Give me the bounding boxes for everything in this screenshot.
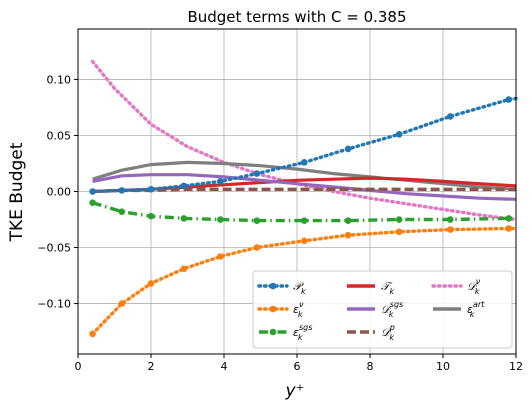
legend-label-4: 𝒟sgs k	[381, 300, 403, 319]
series-line-2	[92, 201, 516, 223]
series-point-2	[301, 217, 308, 224]
series-point-1	[89, 330, 96, 338]
legend-marker-0	[269, 282, 277, 290]
series-line-0	[90, 96, 518, 194]
series-point-2	[217, 216, 224, 223]
y-tick-label: 0.00	[47, 186, 72, 199]
series-point-1	[253, 244, 261, 251]
series-point-2	[180, 215, 188, 222]
x-tick-label: 12	[509, 360, 523, 373]
y-axis-label: TKE Budget	[7, 142, 27, 242]
legend-label-2: εsgs k	[293, 323, 312, 342]
x-tick-label: 8	[367, 360, 374, 373]
legend-box	[252, 270, 513, 349]
series-point-1	[447, 226, 454, 233]
chart-title: Budget terms with C = 0.385	[187, 8, 406, 26]
series-point-0	[147, 185, 155, 193]
x-axis-label: y⁺	[284, 381, 304, 401]
series-point-0	[217, 178, 224, 185]
x-tick-label: 6	[294, 360, 301, 373]
series-point-0	[447, 113, 454, 120]
series-point-1	[344, 231, 352, 239]
legend-label-0: 𝒫k	[293, 280, 306, 296]
y-tick-label: 0.05	[47, 129, 72, 142]
series-point-0	[89, 188, 96, 195]
series-point-0	[253, 170, 261, 177]
series-point-2	[395, 216, 403, 223]
series-point-2	[147, 212, 155, 220]
x-tick-label: 10	[436, 360, 450, 373]
series-point-2	[447, 216, 454, 223]
y-tick-label: −0.10	[37, 298, 71, 311]
series-point-0	[505, 96, 512, 103]
series-line-4	[92, 173, 517, 201]
y-tick-label: 0.10	[47, 73, 72, 86]
x-tick-label: 2	[148, 360, 155, 373]
series-point-1	[301, 237, 308, 245]
legend-marker-1	[269, 305, 277, 313]
series-point-2	[344, 217, 352, 224]
series-point-0	[344, 145, 352, 153]
series-point-0	[180, 182, 188, 190]
series-line-1	[90, 226, 518, 336]
legend-marker-2	[269, 328, 277, 336]
series-layer	[89, 59, 518, 338]
series-point-0	[118, 187, 126, 194]
series-point-1	[118, 300, 126, 307]
series-point-2	[505, 215, 512, 222]
series-point-1	[180, 265, 188, 273]
series-point-0	[395, 131, 403, 138]
series-point-1	[505, 225, 512, 232]
legend-label-1: εν k	[293, 300, 304, 319]
x-tick-label: 4	[221, 360, 228, 373]
ticks: 0 2 4 6 8 10 12 −0.10 −0.05 0.00 0.05 0.10	[37, 73, 523, 373]
legend-label-6: 𝒟ν k	[467, 277, 481, 296]
series-point-0	[301, 159, 308, 166]
legend-label-5: 𝒟p k	[381, 323, 395, 342]
legend-label-7: εart k	[467, 300, 485, 319]
series-line-7	[92, 160, 517, 191]
series-point-2	[89, 199, 96, 207]
series-point-2	[253, 217, 261, 224]
series-point-1	[217, 253, 224, 260]
x-tick-label: 0	[75, 360, 82, 373]
series-point-1	[147, 280, 155, 287]
series-point-1	[395, 228, 403, 236]
series-point-2	[118, 208, 126, 215]
y-tick-label: −0.05	[37, 242, 71, 255]
